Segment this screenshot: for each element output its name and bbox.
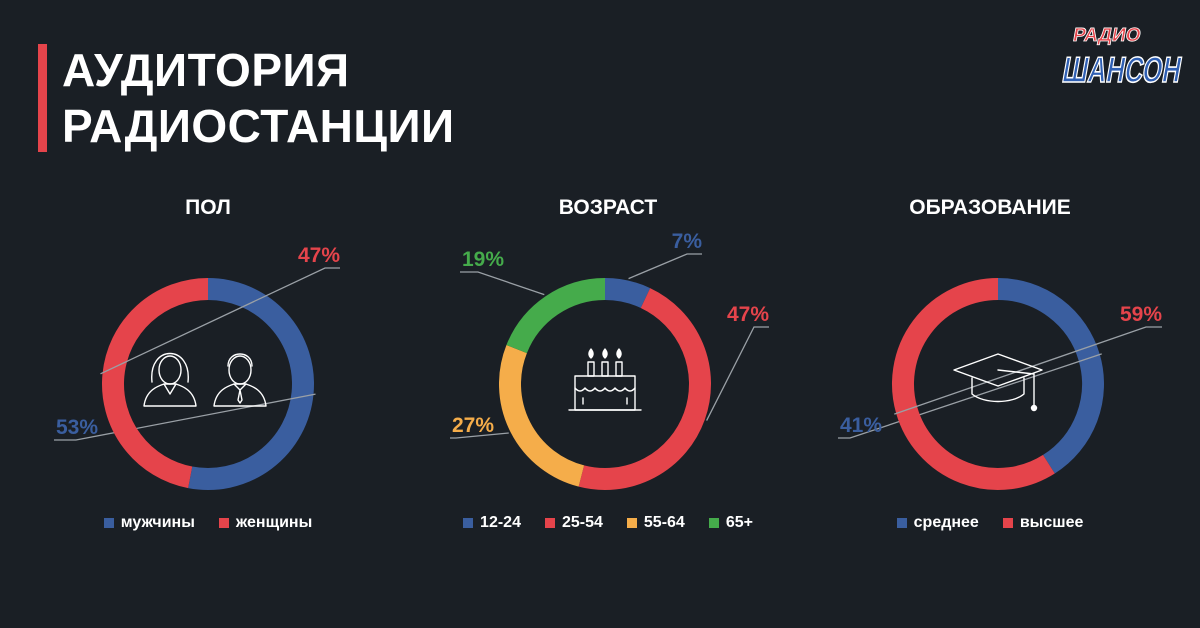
- logo-line-2: ШАНСОН: [1062, 49, 1185, 90]
- leader-line: [450, 432, 509, 439]
- legend-swatch: [103, 518, 114, 528]
- legend-swatch: [896, 518, 907, 528]
- chart-education: ОБРАЗОВАНИЕ 41% 59% среднее высшее: [790, 0, 1190, 628]
- donut-slice-высшее: [892, 278, 1055, 490]
- data-label: 53%: [56, 416, 98, 439]
- legend-label: 55-64: [643, 514, 685, 531]
- legend-item: 25-54: [544, 514, 603, 532]
- data-label: 47%: [727, 303, 769, 326]
- leader-line: [628, 253, 702, 280]
- legend-item: 55-64: [626, 514, 685, 532]
- chart-gender: ПОЛ 53% 47% мужчины женщины: [8, 0, 408, 628]
- donut-slice-женщины: [102, 278, 209, 489]
- legend-item: среднее: [896, 514, 979, 532]
- page-title-line-2: РАДИОСТАНЦИИ: [62, 100, 455, 152]
- donut-slice-65+: [506, 278, 606, 354]
- legend-swatch: [708, 518, 719, 528]
- legend-swatch: [626, 518, 637, 528]
- donut-chart-svg: 7% 47% 27% 19%: [450, 230, 769, 490]
- data-label: 7%: [672, 230, 703, 253]
- legend-item: 65+: [708, 514, 753, 532]
- birthday-cake-icon: [568, 348, 642, 411]
- chart-title: ОБРАЗОВАНИЕ: [909, 196, 1071, 219]
- page-title: АУДИТОРИЯ РАДИОСТАНЦИИ: [62, 42, 455, 154]
- data-label: 59%: [1120, 303, 1162, 326]
- chart-age: ВОЗРАСТ 7% 47% 27% 19% 12-24 25-54 55-64 65+: [408, 0, 808, 628]
- legend-label: женщины: [235, 514, 313, 531]
- data-label: 19%: [462, 248, 504, 271]
- donut-slice-55-64: [499, 344, 585, 487]
- donut-slice-среднее: [997, 278, 1104, 474]
- leader-line: [894, 326, 1162, 415]
- legend-item: 12-24: [463, 514, 521, 532]
- legend-label: 12-24: [480, 514, 521, 531]
- legend: 12-24 25-54 55-64 65+: [408, 514, 808, 532]
- donut-slice-мужчины: [188, 278, 314, 490]
- graduation-cap-icon: [953, 353, 1043, 412]
- leader-line: [54, 393, 316, 441]
- legend-label: высшее: [1019, 514, 1084, 531]
- legend-label: среднее: [913, 514, 979, 531]
- title-accent-bar: [38, 44, 47, 152]
- logo-line-1: РАДИО: [1071, 25, 1142, 46]
- donut-chart-svg: 53% 47%: [54, 244, 340, 490]
- legend-item: мужчины: [103, 514, 195, 532]
- donut-slice-25-54: [578, 288, 711, 490]
- donut-chart-svg: 41% 59%: [838, 278, 1162, 490]
- legend-label: мужчины: [120, 514, 195, 531]
- leader-line: [706, 326, 769, 421]
- donut-slice-12-24: [604, 278, 651, 309]
- legend-label: 25-54: [561, 514, 603, 531]
- legend-item: высшее: [1002, 514, 1084, 532]
- legend-swatch: [218, 518, 229, 528]
- legend-swatch: [544, 518, 555, 528]
- data-label: 41%: [840, 414, 882, 437]
- legend-item: женщины: [218, 514, 313, 532]
- page-title-line-1: АУДИТОРИЯ: [62, 44, 350, 96]
- chart-title: ПОЛ: [185, 196, 231, 219]
- legend-swatch: [463, 518, 474, 528]
- leader-line: [460, 271, 545, 296]
- legend: мужчины женщины: [8, 514, 408, 532]
- data-label: 27%: [452, 414, 494, 437]
- people-icon: [143, 353, 267, 407]
- radio-chanson-logo: РАДИО ШАНСОН: [1062, 25, 1186, 91]
- chart-title: ВОЗРАСТ: [558, 196, 658, 219]
- legend-swatch: [1002, 518, 1013, 528]
- leader-line: [100, 267, 340, 375]
- leader-line: [838, 353, 1102, 439]
- legend: среднее высшее: [790, 514, 1190, 532]
- legend-label: 65+: [725, 514, 753, 531]
- data-label: 47%: [298, 244, 340, 267]
